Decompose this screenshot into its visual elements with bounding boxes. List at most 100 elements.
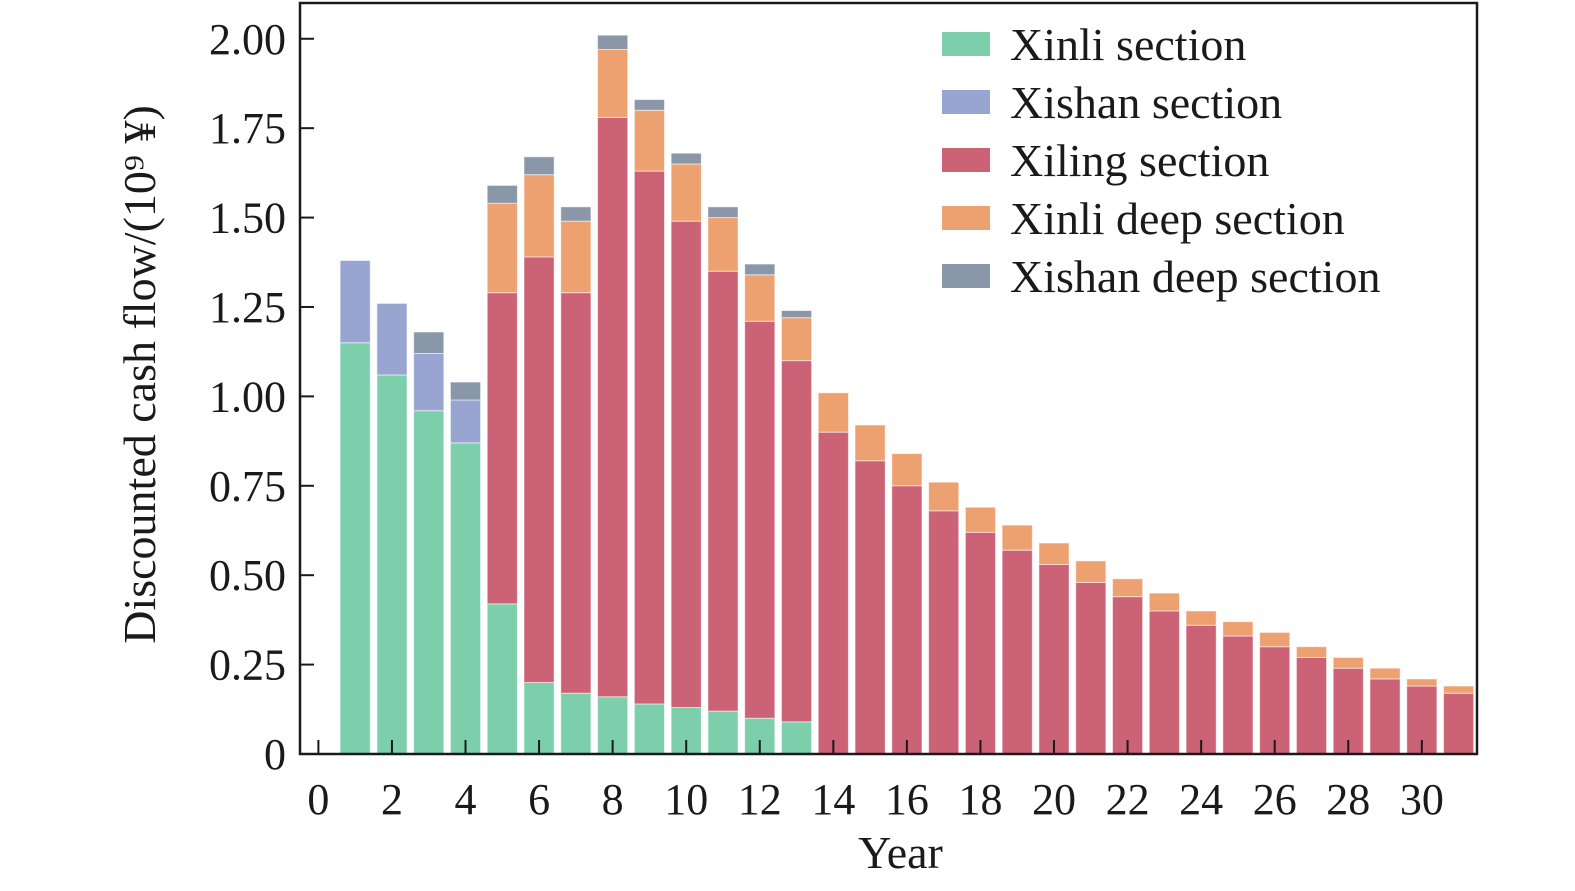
bar-segment-year-4-series-1: [449, 442, 482, 755]
y-tick-label: 0.75: [209, 462, 286, 511]
bar-segment-year-5-series-5: [486, 184, 518, 204]
x-tick-label: 0: [307, 775, 329, 824]
x-tick-label: 22: [1106, 775, 1150, 824]
bar-segment-year-3-series-2: [413, 352, 445, 412]
x-tick-label: 10: [664, 775, 708, 824]
bar-segment-year-13-series-5: [780, 310, 813, 319]
bar-segment-year-24-series-4: [1185, 610, 1217, 626]
bar-segment-year-2-series-1: [376, 374, 408, 755]
bar-segment-year-22-series-4: [1111, 578, 1144, 598]
bar-segment-year-26-series-4: [1259, 631, 1291, 648]
bar-segment-year-11-series-5: [707, 206, 739, 219]
bar-segment-year-25-series-3: [1222, 635, 1254, 755]
bar-segment-year-20-series-4: [1038, 542, 1070, 565]
bar-segment-year-10-series-4: [670, 163, 702, 222]
bar-segment-year-9-series-5: [633, 99, 666, 111]
bar-segment-year-28-series-4: [1332, 656, 1364, 669]
y-tick-label: 1.75: [209, 104, 286, 153]
bar-segment-year-9-series-4: [633, 109, 666, 172]
legend-swatch-5: [942, 264, 990, 288]
legend-label-4: Xinli deep section: [1010, 193, 1345, 244]
bar-segment-year-31-series-3: [1443, 692, 1475, 755]
bar-segment-year-12-series-3: [744, 320, 776, 719]
bar-segment-year-18-series-4: [964, 506, 997, 533]
bar-segment-year-3-series-5: [413, 331, 445, 354]
plot-frame: [298, 1, 1479, 756]
bar-segment-year-1-series-1: [339, 342, 371, 755]
x-axis: 0 2 4 6 8 10 12 14 16 18 20 22 24 26 28 30: [307, 740, 1444, 824]
bar-segment-year-13-series-4: [780, 317, 813, 362]
bar-segment-year-9-series-3: [633, 170, 666, 705]
x-tick-label: 18: [958, 775, 1002, 824]
legend-swatch-2: [942, 90, 990, 114]
y-axis-title: Discounted cash flow/(10⁹ ¥): [114, 105, 165, 644]
bar-segment-year-10-series-5: [670, 152, 702, 165]
y-tick-label: 0: [264, 730, 286, 779]
bar-segment-year-6-series-5: [523, 156, 555, 176]
bar-segment-year-3-series-1: [413, 410, 445, 755]
y-tick-label: 2.00: [209, 15, 286, 64]
bar-segment-year-14-series-4: [817, 392, 849, 433]
bar-segment-year-17-series-4: [928, 481, 960, 512]
bar-segment-year-16-series-4: [891, 453, 923, 487]
bar-segment-year-23-series-4: [1148, 592, 1180, 612]
y-tick-label: 1.00: [209, 372, 286, 421]
bar-segment-year-18-series-3: [964, 531, 997, 755]
bar-segment-year-6-series-3: [523, 256, 555, 683]
bar-segment-year-22-series-3: [1111, 596, 1144, 755]
x-tick-label: 24: [1179, 775, 1223, 824]
bar-segment-year-8-series-3: [597, 116, 629, 698]
bar-segment-year-6-series-4: [523, 174, 555, 258]
bar-segment-year-29-series-4: [1369, 667, 1401, 680]
bar-segment-year-21-series-3: [1075, 581, 1107, 755]
y-tick-label: 1.50: [209, 194, 286, 243]
x-tick-label: 14: [811, 775, 855, 824]
bar-segment-year-17-series-3: [928, 510, 960, 755]
bar-segment-year-5-series-1: [486, 603, 518, 755]
y-tick-label: 0.25: [209, 641, 286, 690]
x-tick-label: 26: [1253, 775, 1297, 824]
bar-segment-year-24-series-3: [1185, 624, 1217, 755]
legend-label-2: Xishan section: [1010, 77, 1282, 128]
bar-segment-year-4-series-2: [449, 399, 482, 444]
bars-layer: [339, 34, 1475, 755]
bar-segment-year-30-series-4: [1406, 678, 1438, 687]
bar-segment-year-15-series-3: [854, 460, 886, 755]
bar-segment-year-21-series-4: [1075, 560, 1107, 583]
bar-segment-year-11-series-3: [707, 270, 739, 712]
bar-segment-year-19-series-3: [1001, 549, 1033, 755]
x-tick-label: 6: [528, 775, 550, 824]
x-tick-label: 2: [381, 775, 403, 824]
bar-segment-year-5-series-4: [486, 202, 518, 294]
bar-segment-year-8-series-4: [597, 48, 629, 118]
legend-label-3: Xiling section: [1010, 135, 1269, 186]
legend-swatch-4: [942, 206, 990, 230]
bar-segment-year-19-series-4: [1001, 524, 1033, 551]
x-tick-label: 28: [1326, 775, 1370, 824]
bar-segment-year-12-series-4: [744, 274, 776, 322]
bar-segment-year-7-series-5: [560, 206, 592, 222]
legend: Xinli section Xishan section Xiling sectio…: [942, 19, 1380, 302]
y-tick-label: 0.50: [209, 551, 286, 600]
x-tick-label: 20: [1032, 775, 1076, 824]
legend-swatch-1: [942, 32, 990, 56]
bar-segment-year-15-series-4: [854, 424, 886, 462]
bar-segment-year-1-series-2: [339, 259, 371, 344]
bar-segment-year-25-series-4: [1222, 621, 1254, 637]
bar-segment-year-26-series-3: [1259, 646, 1291, 755]
bar-segment-year-8-series-5: [597, 34, 629, 50]
bar-segment-year-13-series-3: [780, 360, 813, 723]
bar-segment-year-9-series-1: [633, 703, 666, 755]
bar-segment-year-20-series-3: [1038, 563, 1070, 755]
bar-segment-year-2-series-2: [376, 302, 408, 376]
bar-segment-year-11-series-1: [707, 710, 739, 755]
bar-segment-year-4-series-5: [449, 381, 482, 401]
bar-segment-year-14-series-3: [817, 431, 849, 755]
bar-segment-year-23-series-3: [1148, 610, 1180, 755]
bar-segment-year-31-series-4: [1443, 685, 1475, 694]
x-axis-title: Year: [858, 827, 943, 878]
bar-segment-year-27-series-3: [1295, 656, 1328, 755]
y-axis: 0 0.25 0.50 0.75 1.00 1.25 1.50 1.75 2.00: [209, 15, 314, 779]
bar-segment-year-7-series-3: [560, 292, 592, 694]
